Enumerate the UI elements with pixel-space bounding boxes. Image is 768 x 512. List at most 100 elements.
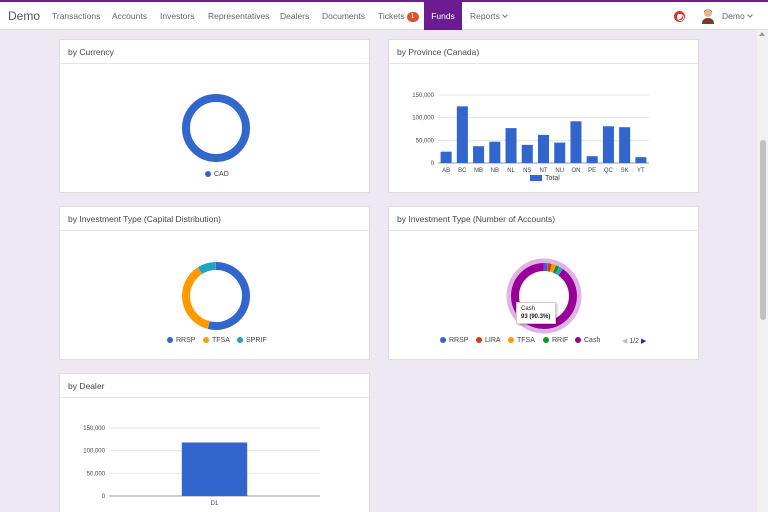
legend-item-cad[interactable]: CAD [205, 171, 229, 178]
user-menu[interactable]: Demo [722, 11, 753, 21]
x-tick-label: MB [474, 168, 483, 174]
brand-logo[interactable]: Demo [8, 9, 41, 23]
scroll-up-arrow[interactable] [759, 32, 765, 36]
navbar: Demo Transactions Accounts Investors Rep… [0, 2, 768, 30]
legend-item-tfsa[interactable]: TFSA [203, 337, 230, 344]
nav-documents[interactable]: Documents [322, 11, 365, 21]
bar-bc[interactable] [456, 106, 468, 163]
legend-item-total[interactable]: Total [530, 175, 560, 182]
x-tick-label: NU [555, 168, 564, 174]
legend-label: RRSP [449, 337, 469, 344]
legend-item-rrsp[interactable]: RRSP [440, 337, 468, 344]
bar-ns[interactable] [521, 144, 533, 163]
bar-ab[interactable] [440, 151, 452, 163]
bar-on[interactable] [570, 121, 582, 163]
nav-dealers[interactable]: Dealers [280, 11, 310, 21]
legend-item-rrsp[interactable]: RRSP [167, 337, 195, 344]
bar-pe[interactable] [586, 156, 598, 163]
nav-representatives[interactable]: Representatives [208, 11, 270, 21]
legend-label: Cash [584, 337, 601, 344]
x-tick-label: QC [604, 168, 614, 174]
bar-nb[interactable] [489, 141, 501, 163]
bar-nt[interactable] [537, 134, 550, 163]
panel-dealer: by Dealer 0 50,000 100,000 150,000 D1 [59, 373, 370, 512]
legend-dot [575, 337, 581, 343]
slice-tfsa[interactable] [550, 263, 556, 273]
panel-title: by Currency [68, 47, 114, 57]
x-tick-label: ON [571, 168, 580, 174]
y-tick-label: 50,000 [416, 138, 435, 144]
chart-tooltip: Cash 93 (90.3%) [516, 302, 556, 324]
divider [60, 63, 369, 64]
legend-item-tfsa[interactable]: TFSA [508, 337, 535, 344]
legend-label: RRSP [176, 337, 196, 344]
y-tick-label: 50,000 [87, 471, 106, 477]
legend-item-rrif[interactable]: RRIF [543, 337, 568, 344]
slice-sprif[interactable] [197, 262, 217, 275]
currency-slice-cad[interactable] [182, 94, 250, 162]
bar-nu[interactable] [554, 142, 566, 163]
legend-dot [203, 337, 209, 343]
slice-lira[interactable] [547, 263, 552, 272]
x-tick-label: NB [491, 168, 499, 174]
legend-label: CAD [214, 171, 229, 178]
bar-sk[interactable] [619, 127, 631, 163]
slice-other[interactable] [555, 266, 563, 276]
x-tick-label: NT [540, 168, 548, 174]
panel-currency: by Currency CAD [59, 39, 370, 193]
x-tick-label: PE [588, 168, 596, 174]
nav-transactions[interactable]: Transactions [52, 11, 101, 21]
y-tick-label: 0 [431, 161, 435, 167]
divider [60, 230, 369, 231]
pager-next-icon[interactable]: ▶ [641, 338, 647, 345]
bar-nl[interactable] [505, 128, 517, 163]
legend-label: LIRA [485, 337, 501, 344]
scrollbar-thumb[interactable] [760, 140, 766, 320]
legend-item-cash[interactable]: Cash [575, 337, 600, 344]
nav-tickets-label: Tickets [378, 11, 405, 21]
y-tick-label: 150,000 [412, 93, 434, 99]
user-menu-label: Demo [722, 11, 745, 21]
slice-rrif[interactable] [552, 265, 560, 274]
x-tick-label: SK [621, 168, 629, 174]
y-tick-label: 150,000 [83, 426, 105, 432]
legend-dot [237, 337, 243, 343]
y-tick-label: 100,000 [83, 449, 105, 455]
nav-investors[interactable]: Investors [160, 11, 195, 21]
legend-dot [440, 337, 446, 343]
y-tick-label: 0 [102, 494, 106, 500]
top-accent-line [0, 0, 768, 2]
legend-label: RRIF [552, 337, 569, 344]
nav-reports-label: Reports [470, 11, 500, 21]
legend-swatch [530, 175, 542, 181]
tooltip-value: 93 (90.3%) [521, 314, 551, 320]
slice-tfsa[interactable] [182, 267, 210, 329]
bar-d1[interactable] [181, 442, 248, 496]
legend-item-lira[interactable]: LIRA [476, 337, 501, 344]
bar-qc[interactable] [602, 126, 614, 163]
panel-capital-distribution: by Investment Type (Capital Distribution… [59, 206, 370, 360]
panel-number-of-accounts: by Investment Type (Number of Accounts) … [388, 206, 699, 360]
bar-mb[interactable] [473, 146, 485, 163]
selected-slice-halo [506, 258, 582, 334]
pager-label: 1/2 [629, 338, 640, 345]
capital-donut-chart [182, 262, 250, 330]
legend-item-sprif[interactable]: SPRIF [237, 337, 267, 344]
nav-reports[interactable]: Reports [470, 11, 508, 21]
chevron-down-icon [746, 12, 753, 18]
x-tick-label: BC [458, 168, 467, 174]
avatar[interactable] [701, 8, 715, 24]
nav-tickets[interactable]: Tickets 1 [378, 11, 419, 22]
pager-prev-icon[interactable]: ◀ [622, 338, 628, 345]
legend-label: TFSA [517, 337, 535, 344]
slice-rrsp[interactable] [207, 262, 250, 330]
nav-funds[interactable]: Funds [424, 2, 462, 30]
legend-label: Total [545, 175, 560, 182]
help-lifebuoy-icon[interactable] [674, 11, 685, 22]
nav-accounts[interactable]: Accounts [112, 11, 147, 21]
panel-title: by Investment Type (Capital Distribution… [68, 214, 221, 224]
panel-title: by Dealer [68, 381, 105, 391]
bar-yt[interactable] [635, 157, 647, 163]
legend-dot [476, 337, 482, 343]
x-tick-label: AB [442, 168, 450, 174]
